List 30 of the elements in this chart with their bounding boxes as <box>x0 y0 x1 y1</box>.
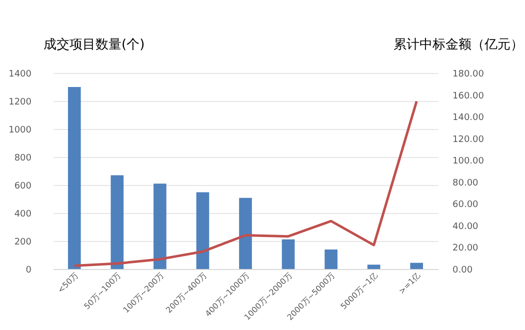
y2-tick-label: 0.00 <box>452 266 473 276</box>
y-tick-label: 200 <box>14 238 32 248</box>
y-tick-label: 600 <box>14 182 32 192</box>
bar <box>367 264 380 269</box>
bar <box>196 192 210 269</box>
y-tick-label: 1400 <box>8 70 32 80</box>
bar <box>110 175 124 269</box>
bar <box>154 184 166 269</box>
bar <box>239 198 252 269</box>
bar <box>410 262 424 269</box>
y2-tick-label: 80.00 <box>452 178 479 188</box>
y2-tick-label: 180.00 <box>452 70 484 80</box>
line-series <box>73 100 418 267</box>
y2-tick-label: 60.00 <box>452 200 479 210</box>
bar <box>282 239 295 269</box>
y-tick-label: 1000 <box>8 126 32 136</box>
y2-tick-label: 100.00 <box>452 156 484 167</box>
y2-tick-label: 120.00 <box>452 134 484 145</box>
y-tick-label: 0 <box>26 266 32 276</box>
y-axis-title: 成交项目数量(个) <box>44 36 145 52</box>
y-tick-label: 800 <box>14 154 32 164</box>
y2-axis-title: 累计中标金额（亿元） <box>394 38 524 52</box>
y-tick-label: 400 <box>14 210 32 220</box>
y2-tick-label: 140.00 <box>452 113 484 124</box>
y-tick-label: 1200 <box>8 98 32 108</box>
bar <box>324 250 338 269</box>
y2-tick-label: 160.00 <box>452 91 484 102</box>
y2-tick-label: 40.00 <box>452 222 479 232</box>
y2-tick-label: 20.00 <box>452 244 479 254</box>
bar <box>68 87 81 269</box>
